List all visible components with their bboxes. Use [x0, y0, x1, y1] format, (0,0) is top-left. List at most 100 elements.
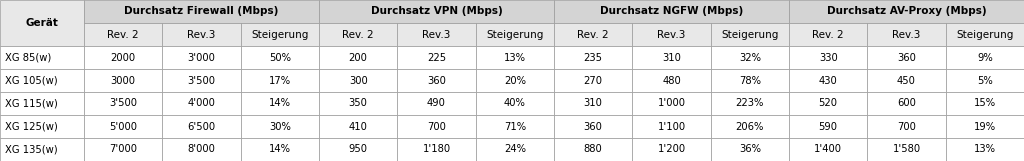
Text: 360: 360: [427, 76, 445, 85]
Bar: [319, 115, 397, 138]
Bar: [711, 92, 790, 115]
Bar: [397, 46, 475, 69]
Bar: [0, 46, 84, 69]
Text: Rev.3: Rev.3: [187, 29, 216, 39]
Text: 30%: 30%: [269, 122, 291, 132]
Bar: [319, 46, 397, 69]
Bar: [788, 115, 867, 138]
Text: 430: 430: [819, 76, 838, 85]
Bar: [241, 92, 319, 115]
Text: 330: 330: [819, 52, 838, 62]
Text: 40%: 40%: [504, 99, 525, 109]
Text: 19%: 19%: [974, 122, 996, 132]
Text: 78%: 78%: [739, 76, 761, 85]
Text: 880: 880: [584, 145, 602, 155]
Bar: [319, 23, 397, 46]
Text: 350: 350: [349, 99, 368, 109]
Bar: [0, 138, 84, 161]
Bar: [867, 46, 946, 69]
Text: 20%: 20%: [504, 76, 525, 85]
Bar: [946, 115, 1024, 138]
Bar: [867, 92, 946, 115]
Text: 3'500: 3'500: [187, 76, 215, 85]
Bar: [711, 46, 790, 69]
Bar: [946, 23, 1024, 46]
Bar: [319, 138, 397, 161]
Bar: [84, 92, 162, 115]
Text: 225: 225: [427, 52, 446, 62]
Bar: [711, 138, 790, 161]
Text: 360: 360: [897, 52, 915, 62]
Bar: [788, 23, 867, 46]
Text: Rev.3: Rev.3: [657, 29, 686, 39]
Text: 32%: 32%: [739, 52, 761, 62]
Bar: [0, 69, 84, 92]
Bar: [554, 92, 633, 115]
Bar: [946, 92, 1024, 115]
Text: Durchsatz AV-Proxy (Mbps): Durchsatz AV-Proxy (Mbps): [826, 6, 986, 16]
Bar: [162, 23, 241, 46]
Text: 2000: 2000: [111, 52, 136, 62]
Bar: [162, 115, 241, 138]
Bar: [554, 115, 633, 138]
Text: 6'500: 6'500: [187, 122, 215, 132]
Bar: [711, 115, 790, 138]
Text: Rev. 2: Rev. 2: [812, 29, 844, 39]
Text: Rev. 2: Rev. 2: [578, 29, 609, 39]
Text: 270: 270: [584, 76, 603, 85]
Text: 5'000: 5'000: [110, 122, 137, 132]
Text: XG 115(w): XG 115(w): [5, 99, 57, 109]
Bar: [475, 115, 554, 138]
Text: 206%: 206%: [735, 122, 764, 132]
Text: XG 125(w): XG 125(w): [5, 122, 57, 132]
Text: 7'000: 7'000: [110, 145, 137, 155]
Bar: [241, 69, 319, 92]
Text: 14%: 14%: [269, 145, 291, 155]
Bar: [162, 138, 241, 161]
Text: Rev.3: Rev.3: [422, 29, 451, 39]
Bar: [633, 23, 711, 46]
Bar: [554, 69, 633, 92]
Bar: [867, 138, 946, 161]
Text: 700: 700: [897, 122, 915, 132]
Text: XG 135(w): XG 135(w): [5, 145, 57, 155]
Bar: [475, 69, 554, 92]
Bar: [475, 46, 554, 69]
Bar: [319, 0, 554, 23]
Text: Steigerung: Steigerung: [251, 29, 308, 39]
Text: 950: 950: [348, 145, 368, 155]
Bar: [475, 92, 554, 115]
Text: 13%: 13%: [504, 52, 525, 62]
Text: Rev.3: Rev.3: [892, 29, 921, 39]
Text: 8'000: 8'000: [187, 145, 215, 155]
Text: 9%: 9%: [977, 52, 992, 62]
Bar: [554, 0, 790, 23]
Bar: [554, 23, 633, 46]
Bar: [0, 0, 84, 46]
Bar: [162, 46, 241, 69]
Bar: [788, 92, 867, 115]
Bar: [84, 69, 162, 92]
Bar: [84, 0, 319, 23]
Bar: [397, 69, 475, 92]
Text: 15%: 15%: [974, 99, 996, 109]
Text: Steigerung: Steigerung: [721, 29, 778, 39]
Bar: [397, 138, 475, 161]
Text: Durchsatz NGFW (Mbps): Durchsatz NGFW (Mbps): [600, 6, 743, 16]
Text: 1'200: 1'200: [657, 145, 685, 155]
Bar: [633, 138, 711, 161]
Bar: [241, 115, 319, 138]
Bar: [84, 23, 162, 46]
Text: 300: 300: [349, 76, 368, 85]
Text: Durchsatz Firewall (Mbps): Durchsatz Firewall (Mbps): [124, 6, 279, 16]
Text: XG 85(w): XG 85(w): [5, 52, 51, 62]
Bar: [84, 115, 162, 138]
Text: 480: 480: [663, 76, 681, 85]
Bar: [946, 138, 1024, 161]
Text: 1'000: 1'000: [657, 99, 685, 109]
Text: Durchsatz VPN (Mbps): Durchsatz VPN (Mbps): [371, 6, 503, 16]
Bar: [319, 92, 397, 115]
Text: Steigerung: Steigerung: [956, 29, 1014, 39]
Bar: [397, 115, 475, 138]
Text: 590: 590: [818, 122, 838, 132]
